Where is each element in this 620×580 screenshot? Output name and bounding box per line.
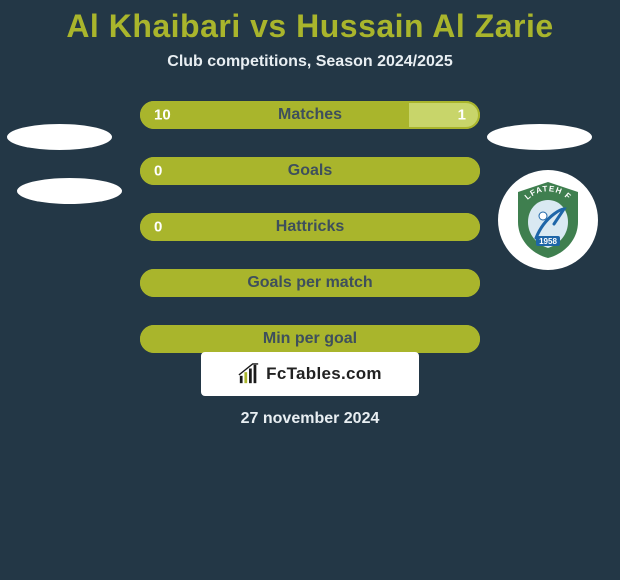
stat-row: Min per goal [0, 325, 620, 353]
stat-left-value: 0 [154, 163, 162, 180]
stat-left-value: 10 [154, 107, 171, 124]
club-badge: ALFATEH FC 1958 [498, 170, 598, 270]
stat-label: Min per goal [263, 330, 357, 348]
stat-row: Goals per match [0, 269, 620, 297]
stat-right-value: 1 [458, 107, 466, 124]
svg-text:1958: 1958 [539, 237, 557, 246]
fctables-logo-text: FcTables.com [266, 364, 382, 384]
player-left-oval-top [7, 124, 112, 150]
stat-segment-left [140, 101, 409, 129]
stat-label: Matches [278, 106, 342, 124]
player-right-oval-top [487, 124, 592, 150]
club-badge-svg: ALFATEH FC 1958 [506, 178, 590, 262]
ball-icon [539, 212, 547, 220]
season-subtitle: Club competitions, Season 2024/2025 [0, 53, 620, 71]
stat-label: Goals per match [247, 274, 372, 292]
generated-date: 27 november 2024 [241, 410, 380, 428]
stat-label: Goals [288, 162, 332, 180]
stat-segment-right [409, 101, 480, 129]
stat-label: Hattricks [276, 218, 344, 236]
stat-left-value: 0 [154, 219, 162, 236]
player-left-oval-bottom [17, 178, 122, 204]
bar-chart-icon [238, 363, 260, 385]
fctables-logo: FcTables.com [201, 352, 419, 396]
comparison-title: Al Khaibari vs Hussain Al Zarie [0, 0, 620, 45]
